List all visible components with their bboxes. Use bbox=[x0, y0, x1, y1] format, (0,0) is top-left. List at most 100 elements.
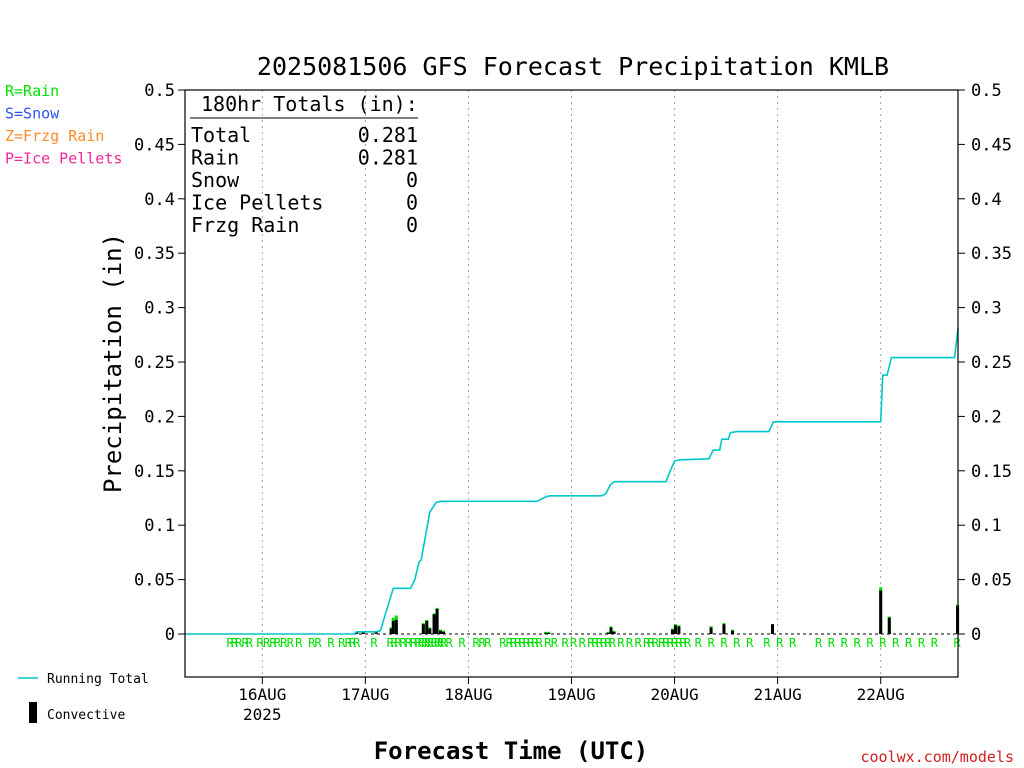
totals-box: 180hr Totals (in): Total 0.281 Rain 0.281 Sn… bbox=[190, 92, 418, 237]
ptype-marker-85: R bbox=[866, 636, 874, 650]
ptype-marker-77: R bbox=[746, 636, 754, 650]
ptype-marker-49: R bbox=[544, 636, 552, 650]
ptype-marker-89: R bbox=[918, 636, 926, 650]
ptype-marker-48: R bbox=[536, 636, 544, 650]
y-tick-label-left-5: 0.25 bbox=[134, 353, 175, 373]
y-tick-label-right-4: 0.2 bbox=[971, 407, 1002, 427]
ptype-marker-39: R bbox=[484, 636, 492, 650]
ptype-marker-84: R bbox=[853, 636, 861, 650]
ptype-marker-5: R bbox=[257, 636, 265, 650]
convective-bar-5 bbox=[394, 619, 398, 634]
x-tick-label-5: 21AUG bbox=[754, 685, 802, 704]
ptype-marker-59: R bbox=[609, 636, 617, 650]
convective-bar-16 bbox=[609, 627, 613, 634]
ptype-marker-81: R bbox=[815, 636, 823, 650]
legend-running-total-label: Running Total bbox=[47, 672, 149, 687]
convective-bar-19 bbox=[673, 625, 677, 634]
convective-bar-26 bbox=[887, 617, 891, 634]
series-legend: Running Total Convective bbox=[18, 672, 149, 723]
precip-bars bbox=[355, 587, 960, 634]
ptype-marker-63: R bbox=[643, 636, 651, 650]
convective-bar-6 bbox=[421, 624, 425, 634]
running-total-line bbox=[185, 328, 959, 635]
ptype-marker-27: R bbox=[418, 636, 426, 650]
ptype-marker-64: R bbox=[647, 636, 655, 650]
ptype-marker-22: R bbox=[394, 636, 402, 650]
ptype-marker-66: R bbox=[658, 636, 666, 650]
ptype-marker-29: R bbox=[424, 636, 432, 650]
legend-type-1: S=Snow bbox=[5, 105, 60, 123]
ptype-marker-45: R bbox=[523, 636, 531, 650]
ptype-marker-61: R bbox=[626, 636, 634, 650]
ptype-marker-11: R bbox=[295, 636, 303, 650]
ptype-marker-34: R bbox=[440, 636, 448, 650]
ptype-marker-78: R bbox=[763, 636, 771, 650]
ptype-marker-15: R bbox=[338, 636, 346, 650]
totals-value-4: 0 bbox=[406, 213, 418, 237]
ptype-marker-25: R bbox=[410, 636, 418, 650]
y-tick-label-right-9: 0.45 bbox=[971, 135, 1012, 155]
ptype-marker-8: R bbox=[274, 636, 282, 650]
ptype-marker-30: R bbox=[427, 636, 435, 650]
x-tick-label-1: 17AUG bbox=[341, 685, 389, 704]
convective-bar-22 bbox=[722, 624, 726, 634]
ptype-marker-14: R bbox=[327, 636, 335, 650]
totals-value-3: 0 bbox=[406, 191, 418, 215]
ptype-marker-72: R bbox=[684, 636, 692, 650]
convective-bar-15 bbox=[606, 632, 610, 634]
ptype-marker-32: R bbox=[434, 636, 442, 650]
convective-bar-20 bbox=[677, 626, 681, 634]
convective-bar-0 bbox=[355, 631, 359, 634]
ptype-marker-33: R bbox=[437, 636, 445, 650]
y-tick-label-left-6: 0.3 bbox=[144, 299, 175, 319]
ptype-marker-86: R bbox=[879, 636, 887, 650]
y-tick-label-right-6: 0.3 bbox=[971, 299, 1002, 319]
ptype-marker-3: R bbox=[242, 636, 250, 650]
totals-value-2: 0 bbox=[406, 168, 418, 192]
ptype-marker-4: R bbox=[246, 636, 254, 650]
ptype-marker-23: R bbox=[400, 636, 408, 650]
ptype-marker-43: R bbox=[514, 636, 522, 650]
convective-bar-17 bbox=[612, 631, 616, 634]
ptype-marker-57: R bbox=[600, 636, 608, 650]
convective-bar-11 bbox=[439, 630, 443, 634]
ptype-marker-44: R bbox=[518, 636, 526, 650]
ptype-marker-13: R bbox=[315, 636, 323, 650]
ptype-marker-51: R bbox=[561, 636, 569, 650]
ptype-marker-24: R bbox=[405, 636, 413, 650]
chart-title: 2025081506 GFS Forecast Precipitation KM… bbox=[257, 52, 889, 81]
ptype-marker-56: R bbox=[596, 636, 604, 650]
convective-bar-8 bbox=[428, 628, 432, 634]
ptype-marker-74: R bbox=[707, 636, 715, 650]
vertical-gridlines bbox=[261, 90, 882, 677]
ptype-marker-87: R bbox=[892, 636, 900, 650]
ptype-marker-36: R bbox=[458, 636, 466, 650]
legend-type-0: R=Rain bbox=[5, 82, 59, 100]
totals-header: 180hr Totals (in): bbox=[201, 92, 418, 116]
ptype-marker-17: R bbox=[349, 636, 357, 650]
ptype-marker-80: R bbox=[789, 636, 797, 650]
y-tick-label-left-4: 0.2 bbox=[144, 407, 175, 427]
y-tick-label-left-0: 0 bbox=[165, 625, 175, 645]
y-axis-label: Precipitation (in) bbox=[99, 233, 127, 493]
y-tick-label-left-9: 0.45 bbox=[134, 135, 175, 155]
convective-bar-14 bbox=[547, 632, 551, 634]
ptype-marker-12: R bbox=[308, 636, 316, 650]
ptype-marker-41: R bbox=[506, 636, 514, 650]
convective-bar-23 bbox=[731, 630, 735, 634]
ptype-marker-69: R bbox=[671, 636, 679, 650]
precip-type-legend: R=Rain S=Snow Z=Frzg Rain P=Ice Pellets bbox=[5, 82, 122, 168]
x-tick-label-4: 20AUG bbox=[650, 685, 698, 704]
ptype-marker-76: R bbox=[733, 636, 741, 650]
ptype-marker-18: R bbox=[353, 636, 361, 650]
x-tick-label-2: 18AUG bbox=[444, 685, 492, 704]
ptype-marker-20: R bbox=[387, 636, 395, 650]
credit-text: coolwx.com/models bbox=[860, 748, 1014, 766]
ptype-marker-67: R bbox=[662, 636, 670, 650]
ptype-marker-65: R bbox=[652, 636, 660, 650]
y-tick-label-left-1: 0.05 bbox=[134, 571, 175, 591]
y-tick-label-left-7: 0.35 bbox=[134, 244, 175, 264]
convective-bar-13 bbox=[544, 632, 548, 634]
